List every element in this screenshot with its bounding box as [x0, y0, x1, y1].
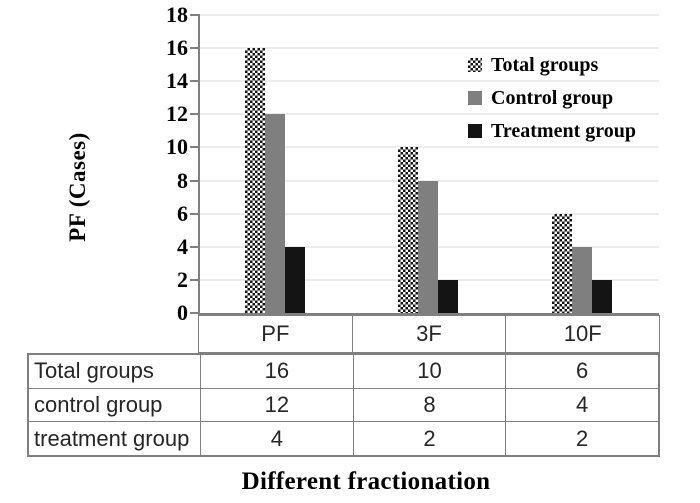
gridline — [200, 113, 659, 115]
tick-mark — [190, 179, 200, 182]
bar-control-group-pf — [265, 114, 285, 313]
bar-total-groups-pf — [245, 48, 265, 313]
y-tick-label: 8 — [177, 167, 188, 193]
row-label: treatment group — [34, 425, 190, 451]
row-label: control group — [34, 392, 163, 417]
tick-mark — [190, 14, 200, 16]
table-value: 2 — [505, 422, 658, 456]
table-value: 4 — [505, 388, 658, 422]
x-axis-title: Different fractionation — [241, 468, 491, 495]
y-tick-label: 4 — [177, 233, 188, 259]
tick-mark — [190, 47, 200, 50]
legend-label: Control group — [491, 87, 614, 109]
category-header-row: PF 3F 10F — [198, 315, 660, 353]
legend-item-total-groups: Total groups — [468, 54, 636, 76]
y-tick-label: 2 — [177, 266, 188, 292]
tick-mark — [190, 212, 200, 215]
y-tick-label: 14 — [166, 68, 188, 94]
bar-group-3f — [398, 15, 458, 313]
table-row: Total groups 16 10 6 — [29, 355, 658, 388]
category-header: PF — [261, 321, 290, 346]
y-tick-label: 0 — [177, 300, 188, 325]
data-table: Total groups 16 10 6 control group 12 8 … — [27, 353, 660, 457]
gray-swatch-icon — [468, 91, 482, 105]
bar-treatment-group-pf — [285, 246, 305, 313]
gridline — [200, 80, 659, 82]
tick-mark — [190, 245, 200, 248]
y-axis-tick-labels: 18 16 14 12 10 8 6 4 2 0 — [128, 4, 188, 324]
table-value: 2 — [352, 422, 506, 456]
bar-group-pf — [245, 15, 305, 313]
bar-total-groups-10f — [552, 213, 572, 313]
table-row: control group 12 8 4 — [29, 387, 658, 422]
tick-mark — [190, 146, 200, 149]
y-axis-title: PF (Cases) — [65, 132, 90, 242]
legend-item-treatment-group: Treatment group — [468, 120, 636, 142]
legend: Total groups Control group Treatment gro… — [468, 54, 636, 153]
checkered-swatch-icon — [468, 58, 482, 72]
y-axis-tick-marks — [190, 14, 200, 314]
y-tick-label: 6 — [177, 200, 188, 226]
gridline — [200, 146, 659, 148]
y-tick-label: 16 — [166, 35, 188, 61]
table-value: 10 — [352, 355, 506, 388]
bar-control-group-3f — [418, 180, 438, 313]
tick-mark — [190, 312, 200, 314]
plot-area — [198, 14, 659, 315]
legend-label: Total groups — [491, 54, 599, 76]
bar-treatment-group-10f — [592, 279, 612, 313]
gridline — [200, 14, 659, 16]
table-value: 8 — [352, 388, 506, 422]
table-value: 12 — [200, 388, 353, 422]
legend-item-control-group: Control group — [468, 87, 636, 109]
table-row: treatment group 4 2 2 — [29, 421, 658, 456]
y-tick-label: 12 — [166, 101, 188, 127]
table-value: 16 — [200, 355, 353, 388]
gridline — [200, 180, 659, 182]
table-value: 4 — [200, 422, 353, 456]
table-value: 6 — [505, 355, 658, 388]
gridline — [200, 47, 659, 49]
tick-mark — [190, 80, 200, 83]
tick-mark — [190, 278, 200, 281]
bar-group-10f — [552, 15, 612, 313]
bar-control-group-10f — [572, 246, 592, 313]
tick-mark — [190, 113, 200, 116]
bar-total-groups-3f — [398, 147, 418, 313]
category-header: 3F — [351, 316, 506, 352]
legend-label: Treatment group — [491, 120, 636, 142]
black-swatch-icon — [468, 124, 482, 138]
bar-treatment-group-3f — [438, 279, 458, 313]
y-tick-label: 18 — [166, 2, 188, 27]
row-label: Total groups — [34, 358, 154, 384]
y-tick-label: 10 — [166, 134, 188, 160]
category-header: 10F — [505, 316, 659, 352]
